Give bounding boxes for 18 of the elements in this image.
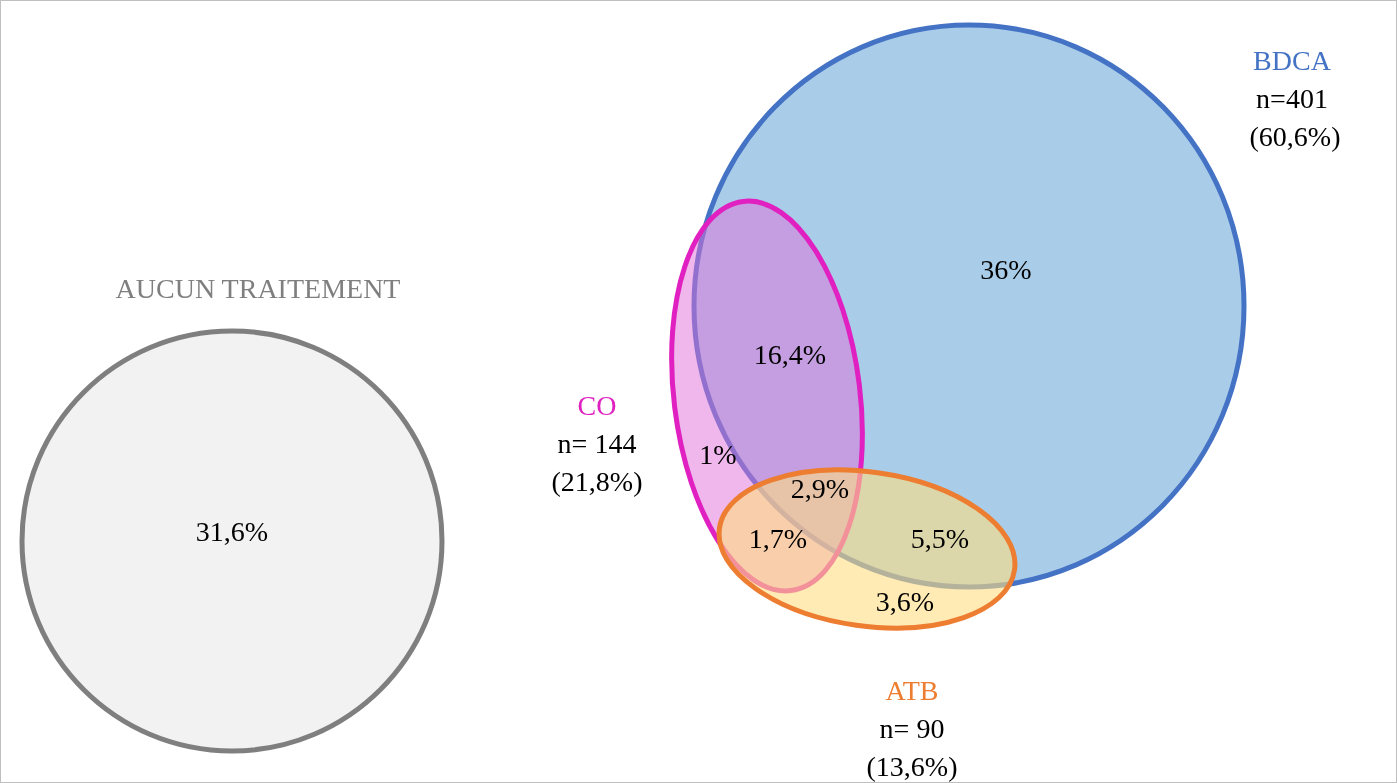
category-label: BDCA (1253, 45, 1332, 76)
category-label: AUCUN TRAITEMENT (115, 273, 401, 304)
data-label: n= 144 (557, 428, 637, 459)
category-label: CO (577, 390, 617, 421)
data-label: n=401 (1256, 83, 1328, 114)
data-label: (60,6%) (1249, 121, 1341, 152)
text: 2,9% (790, 473, 850, 504)
data-label: 31,6% (195, 516, 269, 547)
data-label: (21,8%) (551, 466, 643, 497)
text: 3,6% (875, 586, 935, 617)
text: 16,4% (753, 339, 827, 370)
category-label: ATB (885, 675, 939, 706)
text: 5,5% (910, 523, 970, 554)
data-label: n= 90 (879, 713, 945, 744)
text: 1,7% (748, 523, 808, 554)
text: 36% (980, 254, 1032, 285)
text: 1% (699, 439, 737, 470)
data-label: (13,6%) (866, 751, 958, 782)
